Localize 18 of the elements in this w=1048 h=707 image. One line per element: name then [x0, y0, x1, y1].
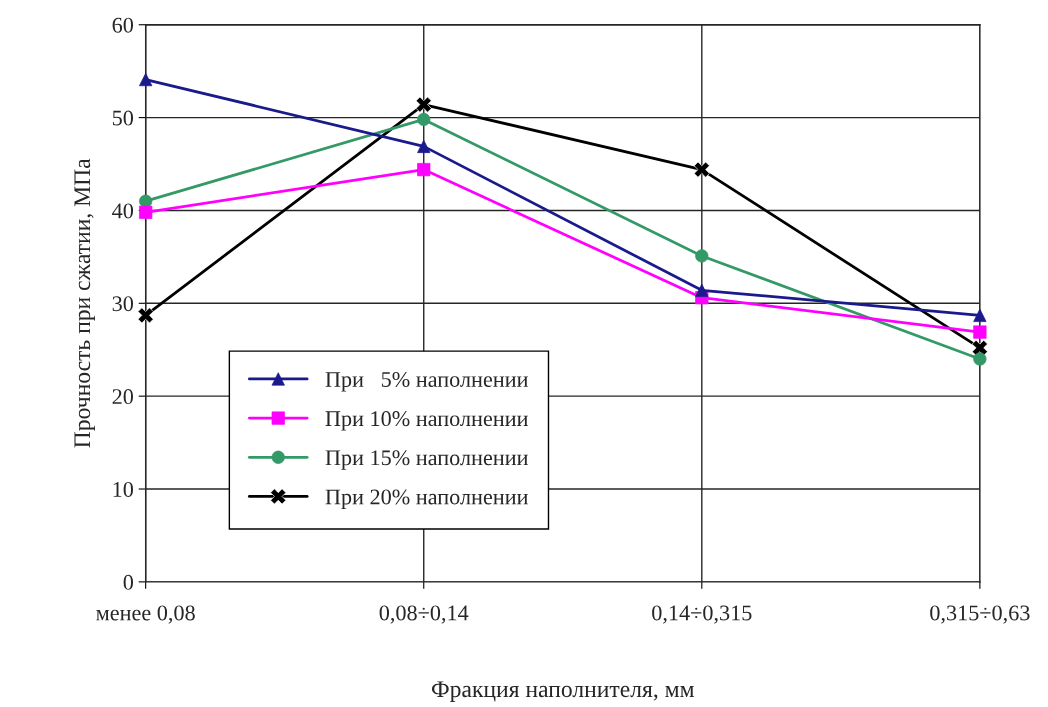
y-tick-label: 60 — [112, 17, 134, 33]
legend-label: При 15% наполнении — [325, 450, 528, 470]
x-axis-title: Фракция наполнителя, мм — [431, 681, 694, 702]
y-tick-label: 30 — [112, 296, 134, 312]
y-tick-label: 10 — [113, 481, 134, 497]
y-tick-label: 20 — [112, 389, 134, 405]
legend-label: При 5% наполнении — [325, 371, 528, 392]
x-tick-label: менее 0,08 — [96, 605, 195, 624]
y-tick-label: 50 — [112, 110, 134, 126]
y-tick-label: 40 — [112, 203, 134, 219]
point — [695, 283, 709, 297]
legend-label: При 20% наполнении — [325, 489, 528, 509]
y-tick-label: 0 — [123, 574, 134, 590]
legend-label: При 10% наполнении — [325, 411, 528, 431]
x-tick-label: 0,315÷0,63 — [930, 605, 1030, 624]
y-axis-title: Прочность при сжатии, МПа — [74, 158, 95, 448]
x-tick-label: 0,14÷0,315 — [652, 605, 752, 624]
x-tick-label: 0,08÷0,14 — [379, 605, 469, 624]
